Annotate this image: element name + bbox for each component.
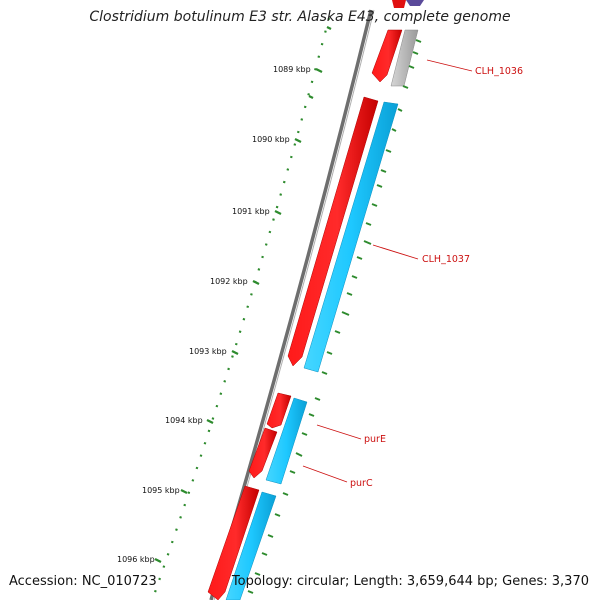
accession-text: Accession: NC_010723 [9,574,157,589]
gene-pure-arrow [266,392,292,429]
tick-label-1091: 1091 kbp [232,207,270,216]
gene-leader-lines [302,59,473,483]
tick-label-1092: 1092 kbp [210,277,248,286]
gene-purc-arrow [248,427,278,479]
cds-pure-blue [265,397,308,485]
top-red-cds [392,0,406,8]
tick-label-1096: 1096 kbp [117,555,155,564]
gene-label-pure: purE [364,434,386,445]
gene-lower-red-arrow [207,485,260,600]
tick-label-1094: 1094 kbp [165,416,203,425]
gene-clh-1036-arrow [371,29,403,83]
tick-label-1090: 1090 kbp [252,135,290,144]
tick-labels: 1089 kbp 1090 kbp 1091 kbp 1092 kbp 1093… [117,65,311,564]
gene-clh-1037-arrow [287,96,379,367]
gene-label-clh-1037: CLH_1037 [422,254,470,265]
tick-label-1093: 1093 kbp [189,347,227,356]
topology-text: Topology: circular; Length: 3,659,644 bp… [231,574,589,589]
gene-label-purc: purC [350,478,373,489]
cds-lower-blue [225,491,277,600]
gene-label-clh-1036: CLH_1036 [475,66,523,77]
map-title: Clostridium botulinum E3 str. Alaska E43… [89,9,511,25]
tick-label-1095: 1095 kbp [142,486,180,495]
cds-clh-1037-blue [303,101,399,373]
genome-backbone [209,9,373,600]
top-purple-cds [406,0,424,6]
cds-ring-ticks [247,39,422,594]
tick-label-1089: 1089 kbp [273,65,311,74]
tick-ring-major [154,26,332,563]
gene-labels: CLH_1036 CLH_1037 purE purC [350,66,523,489]
